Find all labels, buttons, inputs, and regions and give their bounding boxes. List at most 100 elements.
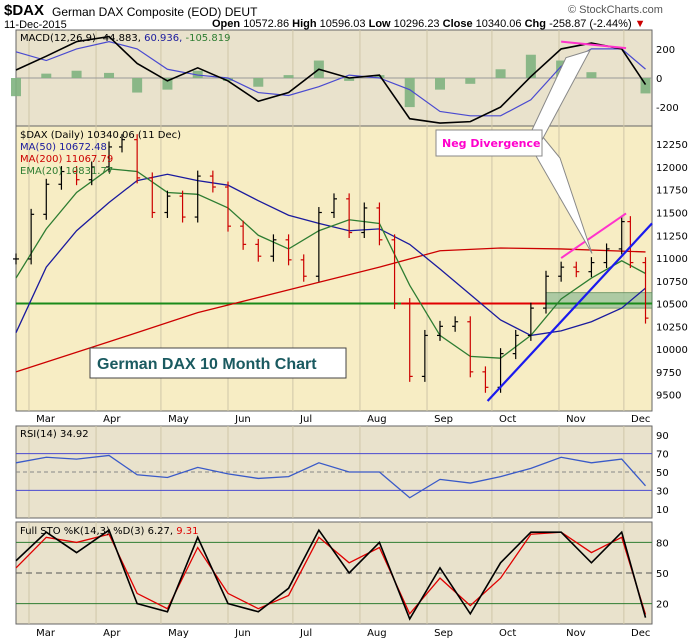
macd-legend-part: -105.819 bbox=[185, 33, 230, 44]
rsi-y-tick: 10 bbox=[656, 505, 669, 516]
sto-y-tick: 80 bbox=[656, 538, 669, 549]
macd-histogram-bar bbox=[640, 78, 651, 94]
low-label: Low bbox=[368, 18, 391, 30]
macd-histogram-bar bbox=[192, 70, 203, 78]
x-axis-month-label-bottom: Mar bbox=[36, 628, 56, 639]
price-y-tick: 10000 bbox=[656, 345, 688, 356]
rsi-y-tick: 50 bbox=[656, 468, 669, 479]
ohlc-readout: Open 10572.86 High 10596.03 Low 10296.23… bbox=[212, 18, 646, 30]
price-y-tick: 9750 bbox=[656, 368, 681, 379]
x-axis-month-label: Dec bbox=[631, 414, 650, 425]
chart-title: German DAX 10 Month Chart bbox=[97, 356, 317, 373]
x-axis-month-label-bottom: Sep bbox=[434, 628, 453, 639]
x-axis-month-label-bottom: Jul bbox=[299, 628, 312, 639]
ma200-line bbox=[15, 247, 646, 373]
rsi-line bbox=[15, 454, 646, 499]
x-axis-month-label: Sep bbox=[434, 414, 453, 425]
ema20-legend: EMA(20) 10831.77 bbox=[20, 166, 113, 177]
macd-histogram-bar bbox=[404, 78, 415, 108]
support-zone bbox=[545, 292, 653, 309]
x-axis-month-label: Jun bbox=[234, 414, 251, 425]
chart-date: 11-Dec-2015 bbox=[4, 19, 67, 31]
macd-histogram-bar bbox=[283, 75, 294, 78]
ticker-symbol: $DAX bbox=[4, 2, 45, 19]
price-y-tick: 11500 bbox=[656, 209, 688, 220]
low-value: 10296.23 bbox=[393, 18, 440, 30]
macd-histogram-bar bbox=[132, 78, 143, 93]
price-y-tick: 11000 bbox=[656, 254, 688, 265]
macd-histogram-bar bbox=[495, 69, 506, 78]
macd-histogram-bar bbox=[162, 78, 173, 90]
close-label: Close bbox=[442, 18, 473, 30]
macd-legend-part: MACD(12,26,9) bbox=[20, 33, 99, 44]
macd-divergence-line bbox=[561, 40, 627, 50]
sto-legend: Full STO %K(14,3) %D(3) 6.27, 9.31 bbox=[20, 526, 199, 537]
chg-down-icon: ▼ bbox=[634, 18, 646, 30]
price-divergence-line bbox=[560, 212, 627, 259]
x-axis-month-label: Apr bbox=[103, 414, 121, 425]
close-value: 10340.06 bbox=[475, 18, 522, 30]
title-box bbox=[89, 347, 347, 379]
macd-legend-part: 60.936, bbox=[144, 33, 185, 44]
x-axis-month-label-bottom: Apr bbox=[103, 628, 121, 639]
sto-k-line bbox=[15, 528, 647, 621]
macd-histogram-bar bbox=[104, 72, 115, 78]
price-y-tick: 10750 bbox=[656, 277, 688, 288]
x-axis-month-label-bottom: Oct bbox=[499, 628, 516, 639]
ma50-line bbox=[15, 173, 646, 337]
open-value: 10572.86 bbox=[243, 18, 290, 30]
x-axis-month-label-bottom: Dec bbox=[631, 628, 650, 639]
price-y-tick: 11250 bbox=[656, 231, 688, 242]
ticker-name: German DAX Composite (EOD) DEUT bbox=[52, 5, 257, 19]
macd-legend-part: -44.883, bbox=[99, 33, 144, 44]
price-y-tick: 10250 bbox=[656, 322, 688, 333]
macd-histogram-bar bbox=[223, 78, 233, 81]
chg-value: -258.87 (-2.44%) bbox=[549, 18, 632, 30]
high-value: 10596.03 bbox=[319, 18, 366, 30]
macd-y-tick: 0 bbox=[656, 74, 662, 85]
open-label: Open bbox=[212, 18, 241, 30]
sto-d-line bbox=[15, 531, 647, 616]
macd-histogram-bar bbox=[525, 54, 536, 78]
x-axis-month-label-bottom: May bbox=[168, 628, 189, 639]
macd-signal-line bbox=[15, 41, 646, 117]
price-y-tick: 12000 bbox=[656, 163, 688, 174]
price-y-tick: 9500 bbox=[656, 391, 681, 402]
macd-histogram-bar bbox=[586, 72, 597, 78]
ma200-legend: MA(200) 11067.79 bbox=[20, 154, 113, 165]
price-y-tick: 12250 bbox=[656, 140, 688, 151]
macd-histogram-bar bbox=[344, 78, 355, 81]
sto-legend-part: 9.31 bbox=[176, 526, 198, 537]
ema20-line bbox=[15, 168, 646, 359]
rsi-legend: RSI(14) 34.92 bbox=[20, 429, 89, 440]
sto-y-tick: 50 bbox=[656, 569, 669, 580]
macd-histogram-bar bbox=[465, 78, 476, 84]
uptrend-line bbox=[486, 222, 653, 402]
macd-y-tick: -200 bbox=[656, 103, 679, 114]
rsi-y-tick: 90 bbox=[656, 431, 669, 442]
x-axis-month-label: May bbox=[168, 414, 189, 425]
x-axis-month-label: Jul bbox=[299, 414, 312, 425]
macd-histogram-bar bbox=[435, 78, 445, 90]
sto-legend-part: 6.27, bbox=[148, 526, 177, 537]
macd-histogram-bar bbox=[41, 73, 52, 78]
x-axis-month-label-bottom: Nov bbox=[566, 628, 586, 639]
macd-histogram-bar bbox=[71, 70, 82, 78]
high-label: High bbox=[292, 18, 317, 30]
x-axis-month-label: Oct bbox=[499, 414, 516, 425]
price-y-tick: 10500 bbox=[656, 300, 688, 311]
macd-histogram-bar bbox=[253, 78, 264, 87]
macd-histogram-bar bbox=[11, 78, 21, 97]
x-axis-month-label-bottom: Jun bbox=[234, 628, 251, 639]
macd-legend: MACD(12,26,9) -44.883, 60.936, -105.819 bbox=[20, 33, 230, 44]
neg-divergence-label: Neg Divergence bbox=[442, 137, 540, 150]
ma50-legend: MA(50) 10672.48 bbox=[20, 142, 107, 153]
price-y-tick: 11750 bbox=[656, 186, 688, 197]
chg-label: Chg bbox=[524, 18, 546, 30]
macd-histogram-bar bbox=[374, 75, 385, 78]
rsi-y-tick: 70 bbox=[656, 450, 669, 461]
x-axis-month-label-bottom: Aug bbox=[367, 628, 387, 639]
x-axis-month-label: Nov bbox=[566, 414, 586, 425]
